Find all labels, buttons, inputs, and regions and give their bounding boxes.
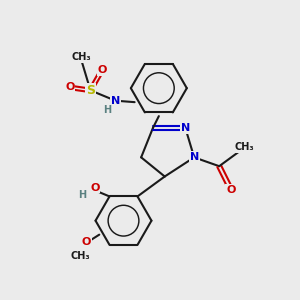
Text: CH₃: CH₃ [72,52,92,62]
Text: O: O [65,82,74,92]
Text: N: N [190,152,199,162]
Text: O: O [90,183,100,193]
Text: N: N [111,96,120,106]
Text: CH₃: CH₃ [70,251,90,261]
Text: O: O [81,237,91,247]
Text: O: O [226,185,236,195]
Text: S: S [86,84,95,97]
Text: H: H [103,105,111,115]
Text: O: O [98,65,107,75]
Text: CH₃: CH₃ [234,142,254,152]
Text: H: H [78,190,86,200]
Text: N: N [181,123,190,133]
